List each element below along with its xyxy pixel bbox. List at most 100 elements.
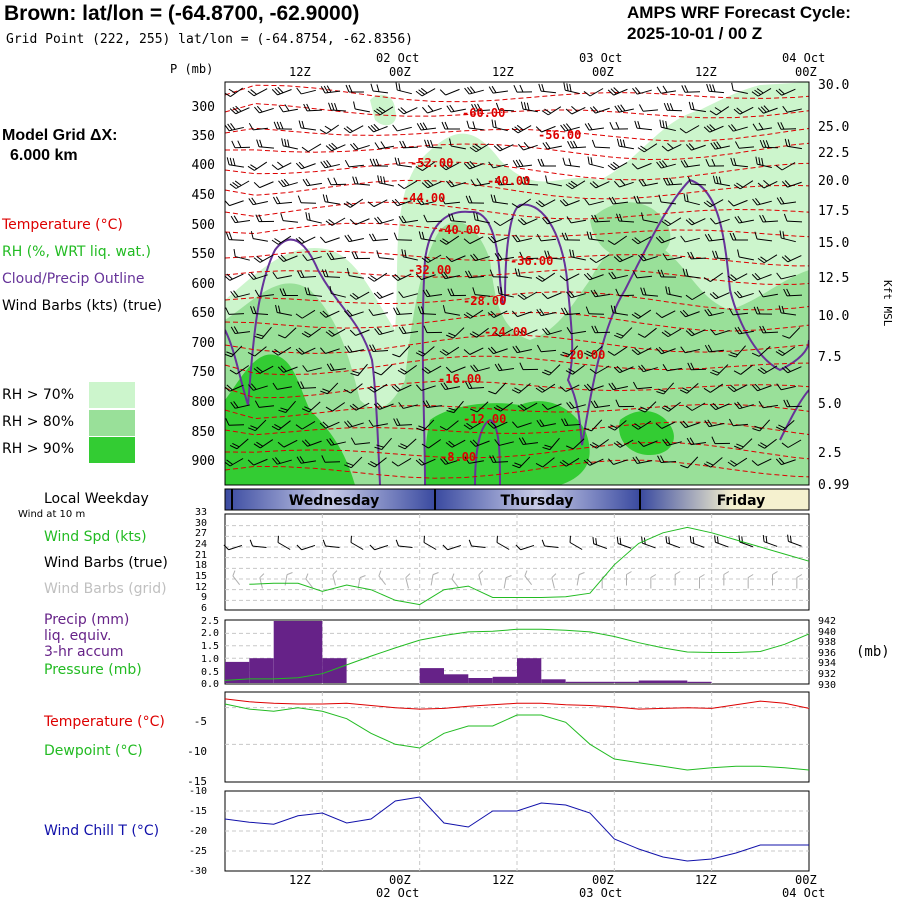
barb-flag xyxy=(451,213,455,222)
wind-barb xyxy=(655,346,676,355)
barb-flag xyxy=(448,407,456,411)
barb-flag xyxy=(560,307,566,315)
wind-barb xyxy=(759,325,779,334)
wind-barb xyxy=(561,418,581,427)
barb-flag xyxy=(684,85,689,93)
barb-shaft xyxy=(471,545,486,549)
barb-flag xyxy=(469,86,476,93)
barb-flag xyxy=(277,366,284,373)
barb-flag xyxy=(765,140,770,148)
grid-point-label: Grid Point (222, 255) lat/lon = (-64.875… xyxy=(6,32,413,47)
barb-flag xyxy=(751,274,758,281)
wind-barb xyxy=(275,304,292,316)
barb-flag xyxy=(324,269,329,277)
legend-rh90-label: RH > 90% xyxy=(2,441,75,457)
pressure-tick: 600 xyxy=(192,277,215,292)
wind-barb xyxy=(417,306,437,315)
barb-flag xyxy=(657,269,662,278)
barb-flag xyxy=(473,212,476,220)
pressure-ytick: 938 xyxy=(818,637,836,648)
wind-barb xyxy=(416,197,436,206)
barb-shaft xyxy=(588,313,605,315)
wind-barb xyxy=(343,125,364,134)
isotherm xyxy=(225,459,809,479)
wind-barb xyxy=(616,138,634,150)
barb-flag xyxy=(442,305,446,313)
wind-barb xyxy=(734,290,754,299)
barb-flag xyxy=(736,401,743,409)
barb-flag xyxy=(589,368,597,374)
wind-barb xyxy=(254,105,274,114)
wind-barb xyxy=(583,88,604,97)
barb-flag xyxy=(493,331,501,337)
barb-flag xyxy=(632,381,638,389)
barb-flag xyxy=(404,249,407,258)
precip-bar xyxy=(590,681,615,683)
bottom-tick-label: 12Z xyxy=(289,873,311,887)
barb-flag xyxy=(349,218,356,225)
top-tick-label: 12Z xyxy=(695,65,717,79)
wind-barb xyxy=(319,421,340,429)
barb-flag xyxy=(319,236,326,243)
barb-flag xyxy=(228,232,233,240)
barb-shaft xyxy=(445,312,460,316)
barb-flag xyxy=(421,257,429,263)
barb-shaft xyxy=(661,90,676,94)
wind-barb xyxy=(398,291,418,299)
wind-barb xyxy=(608,196,629,205)
barb-flag xyxy=(664,219,672,225)
label-wind-chill: Wind Chill T (°C) xyxy=(44,823,160,839)
barb-flag xyxy=(280,365,287,372)
barb-flag xyxy=(544,108,552,114)
barb-shaft xyxy=(451,366,466,373)
barb-flag xyxy=(564,232,569,241)
wind-barb xyxy=(661,401,681,412)
height-tick: 2.5 xyxy=(818,446,841,461)
barb-shaft xyxy=(636,275,653,279)
barb-flag xyxy=(376,108,384,114)
wind-barb xyxy=(751,272,772,281)
barb-flag xyxy=(733,108,741,115)
barb-flag xyxy=(666,177,671,186)
barb-flag xyxy=(512,346,518,353)
barb-flag xyxy=(302,179,308,187)
barb-shaft xyxy=(357,577,361,589)
wind-barb xyxy=(255,214,275,223)
barb-flag xyxy=(526,177,530,185)
barb-flag xyxy=(704,234,710,242)
barb-flag xyxy=(271,89,278,96)
barb-flag xyxy=(376,291,383,298)
barb-flag xyxy=(660,269,665,278)
barb-shaft xyxy=(667,143,682,152)
barb-flag xyxy=(376,84,380,92)
barb-flag xyxy=(464,87,470,95)
temp-label: -56.00 xyxy=(538,128,581,142)
wind-barb xyxy=(494,439,514,446)
barb-flag xyxy=(659,160,665,168)
barb-flag xyxy=(515,544,521,551)
barb-flag xyxy=(396,307,401,315)
wind-barb xyxy=(277,439,298,448)
barb-flag xyxy=(373,109,381,116)
barb-flag xyxy=(280,254,287,261)
wind-barb xyxy=(344,234,364,243)
wind-barb xyxy=(488,382,507,395)
barb-shaft xyxy=(518,198,532,208)
barb-flag xyxy=(535,201,543,208)
barb-flag xyxy=(616,536,619,544)
barb-flag xyxy=(755,197,761,205)
barb-flag xyxy=(446,105,452,113)
barb-flag xyxy=(778,305,782,314)
barb-flag xyxy=(401,249,404,257)
barb-flag xyxy=(271,164,279,171)
wind-barb xyxy=(727,199,748,207)
wind-barb xyxy=(703,124,724,133)
barb-flag xyxy=(688,143,695,150)
barb-flag xyxy=(278,105,284,113)
barb-flag xyxy=(622,139,626,148)
wind-barb xyxy=(470,253,490,262)
temperature-grid xyxy=(225,692,809,782)
barb-flag xyxy=(680,160,686,168)
barb-flag xyxy=(658,194,662,203)
barb-flag xyxy=(347,234,353,242)
